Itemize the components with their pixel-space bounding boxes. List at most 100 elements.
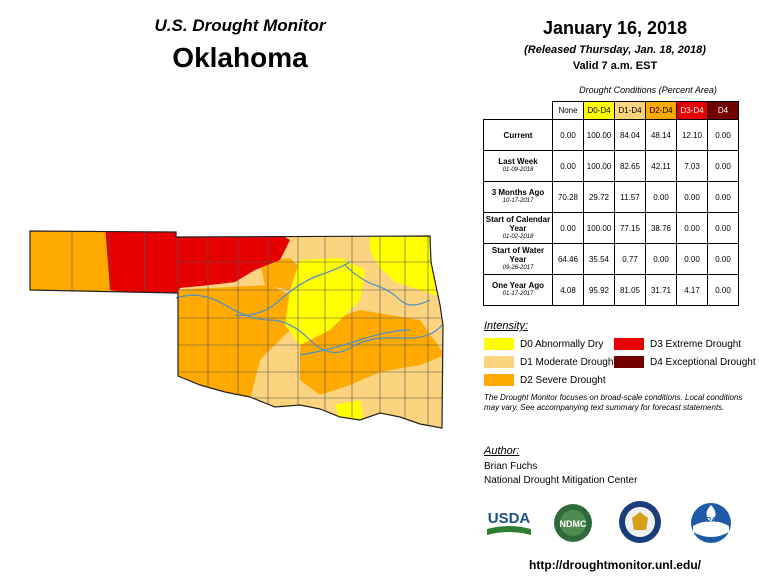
legend-item-d3: D3 Extreme Drought — [614, 338, 741, 350]
legend-label: D0 Abnormally Dry — [520, 338, 604, 350]
row-label: Last Week 01-09-2018 — [483, 150, 553, 182]
row-label-text: One Year Ago — [491, 281, 545, 290]
noaa-logo: NOAA — [690, 502, 732, 544]
footnote: The Drought Monitor focuses on broad-sca… — [484, 393, 743, 412]
county-lines — [71, 231, 443, 425]
table-cell: 38.76 — [645, 212, 677, 244]
website-link[interactable]: http://droughtmonitor.unl.edu/ — [529, 558, 701, 572]
table-cell: 0.00 — [707, 212, 739, 244]
legend-swatch — [614, 338, 644, 350]
row-label: One Year Ago 01-17-2017 — [483, 274, 553, 306]
row-label: Current — [483, 119, 553, 151]
row-date: 01-02-2018 — [502, 233, 534, 240]
col-header: None — [552, 101, 584, 120]
table-caption: Drought Conditions (Percent Area) — [579, 85, 717, 95]
table-cell: 95.92 — [583, 274, 615, 306]
legend-item-d1: D1 Moderate Drought — [484, 356, 616, 368]
table-cell: 0.00 — [552, 119, 584, 151]
legend-swatch — [484, 356, 514, 368]
table-cell: 0.00 — [552, 150, 584, 182]
table-cell: 100.00 — [583, 119, 615, 151]
row-date: 09-26-2017 — [502, 264, 534, 271]
table-cell: 100.00 — [583, 212, 615, 244]
row-label-text: Start of Water Year — [491, 245, 545, 264]
legend-heading: Intensity: — [484, 320, 529, 332]
table-row: One Year Ago 01-17-2017 4.08 95.92 81.05 31.7… — [483, 274, 739, 306]
table-cell: 100.00 — [583, 150, 615, 182]
legend-label: D4 Exceptional Drought — [650, 356, 756, 368]
col-header: D1-D4 — [614, 101, 646, 120]
release-date: (Released Thursday, Jan. 18, 2018) — [524, 44, 706, 56]
table-header-row: None D0-D4 D1-D4 D2-D4 D3-D4 D4 — [483, 101, 739, 120]
table-row: 3 Months Ago 10-17-2017 70.28 29.72 11.57 0.0… — [483, 181, 739, 213]
table-row: Start of Water Year 09-26-2017 64.46 35.54 0… — [483, 243, 739, 275]
map-date: January 16, 2018 — [542, 18, 688, 38]
table-row: Last Week 01-09-2018 0.00 100.00 82.65 42.11 7… — [483, 150, 739, 182]
table-cell: 7.03 — [676, 150, 708, 182]
table-cell: 84.04 — [614, 119, 646, 151]
table-cell: 0.77 — [614, 243, 646, 275]
d3-northwest — [105, 231, 290, 300]
row-label: Start of Calendar Year 01-02-2018 — [483, 212, 553, 244]
row-date: 10-17-2017 — [502, 198, 534, 204]
table-cell: 0.00 — [707, 181, 739, 213]
d2-southcentral — [300, 310, 443, 395]
row-label-text: Last Week — [498, 157, 538, 166]
drought-map — [29, 230, 444, 429]
table-cell: 42.11 — [645, 150, 677, 182]
d2-panhandle — [30, 231, 178, 300]
table-cell: 0.00 — [707, 119, 739, 151]
d2-southwest — [170, 285, 300, 400]
table-row: Current 0.00 100.00 84.04 48.14 12.10 0.00 — [483, 119, 739, 151]
row-label: Start of Water Year 09-26-2017 — [483, 243, 553, 275]
table-cell: 77.15 — [614, 212, 646, 244]
legend-swatch — [484, 338, 514, 350]
rivers — [175, 261, 443, 356]
legend-item-d0: D0 Abnormally Dry — [484, 338, 603, 350]
table-row: Start of Calendar Year 01-02-2018 0.00 100.… — [483, 212, 739, 244]
legend-swatch — [484, 374, 514, 386]
legend-item-d4: D4 Exceptional Drought — [614, 356, 756, 368]
state-title: Oklahoma — [172, 42, 308, 73]
valid-time: Valid 7 a.m. EST — [572, 60, 658, 72]
table-cell: 4.08 — [552, 274, 584, 306]
table-cell: 0.00 — [645, 181, 677, 213]
legend-swatch — [614, 356, 644, 368]
table-cell: 0.00 — [676, 181, 708, 213]
col-header: D4 — [707, 101, 739, 120]
col-header: D3-D4 — [676, 101, 708, 120]
table-cell: 82.65 — [614, 150, 646, 182]
program-title: U.S. Drought Monitor — [154, 16, 326, 35]
table-cell: 0.00 — [707, 243, 739, 275]
row-date: 01-17-2017 — [502, 291, 534, 297]
legend-item-d2: D2 Severe Drought — [484, 374, 606, 386]
col-header: D2-D4 — [645, 101, 677, 120]
legend-label: D2 Severe Drought — [520, 374, 606, 386]
usda-logo: USDA — [485, 505, 533, 541]
table-cell: 64.46 — [552, 243, 584, 275]
row-label-text: 3 Months Ago — [491, 188, 545, 197]
table-cell: 11.57 — [614, 181, 646, 213]
table-cell: 31.71 — [645, 274, 677, 306]
table-cell: 29.72 — [583, 181, 615, 213]
table-corner — [483, 101, 553, 120]
commerce-seal — [618, 500, 662, 544]
row-label-text: Current — [503, 130, 533, 140]
table-cell: 35.54 — [583, 243, 615, 275]
table-cell: 0.00 — [707, 150, 739, 182]
author-org: National Drought Mitigation Center — [484, 475, 638, 486]
row-label: 3 Months Ago 10-17-2017 — [483, 181, 553, 213]
legend-label: D3 Extreme Drought — [650, 338, 742, 350]
author-name: Brian Fuchs — [484, 461, 538, 472]
noaa-logo-text: NOAA — [701, 517, 722, 524]
table-cell: 12.10 — [676, 119, 708, 151]
ndmc-logo-text: NDMC — [560, 519, 587, 529]
ndmc-logo: NDMC — [553, 503, 593, 543]
table-cell: 0.00 — [645, 243, 677, 275]
table-cell: 0.00 — [552, 212, 584, 244]
table-cell: 0.00 — [676, 243, 708, 275]
state-outline — [29, 230, 444, 429]
legend-label: D1 Moderate Drought — [520, 356, 617, 368]
author-heading: Author: — [484, 445, 520, 457]
col-header: D0-D4 — [583, 101, 615, 120]
